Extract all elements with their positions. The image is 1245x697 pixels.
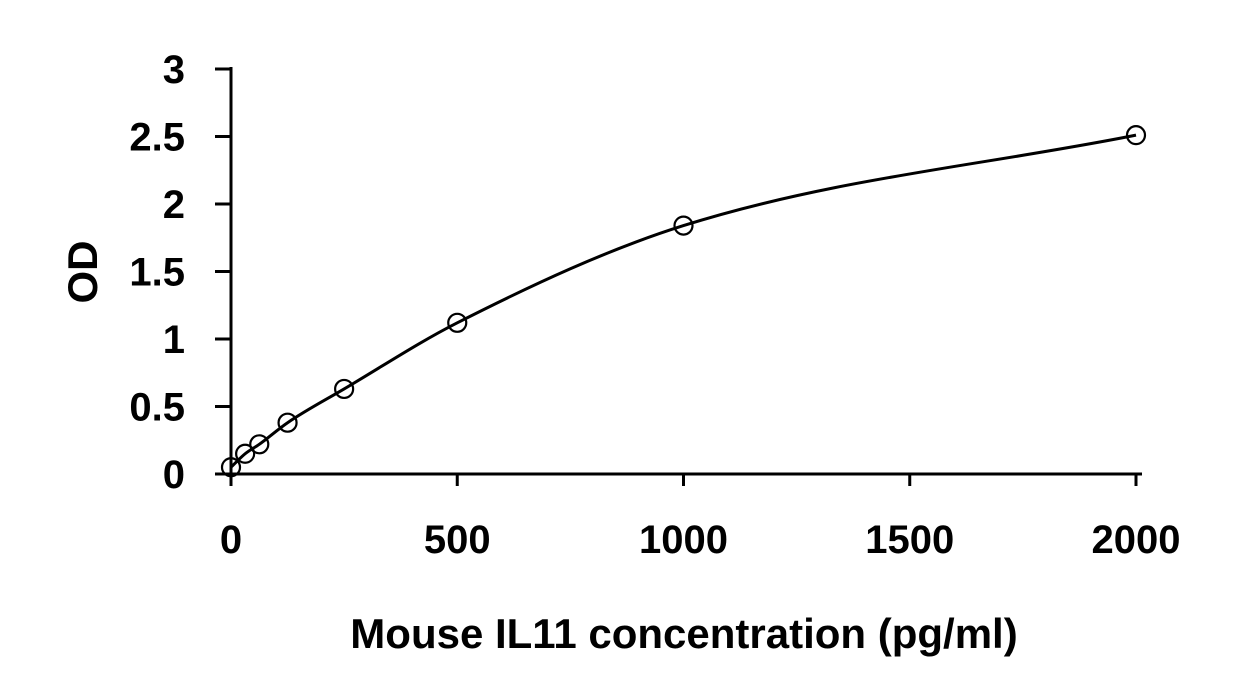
y-axis-title: OD bbox=[59, 241, 106, 304]
data-point bbox=[220, 457, 242, 478]
fit-curve bbox=[229, 133, 1137, 469]
fit-curve-layer bbox=[229, 133, 1137, 469]
axes bbox=[215, 67, 1142, 486]
y-tick-label: 2 bbox=[163, 183, 185, 227]
x-tick-label: 1000 bbox=[639, 518, 728, 562]
tick-labels-layer: 0 0.5 1 1.5 2 2.5 3 0 500 1000 1500 2000 bbox=[129, 48, 1180, 562]
y-tick-label: 1 bbox=[163, 318, 185, 362]
y-tick-label: 3 bbox=[163, 48, 185, 92]
data-points-layer bbox=[220, 125, 1147, 478]
x-tick-label: 500 bbox=[424, 518, 491, 562]
x-axis-title: Mouse IL11 concentration (pg/ml) bbox=[350, 610, 1017, 657]
data-point bbox=[1125, 125, 1147, 146]
data-point bbox=[277, 412, 298, 433]
data-point bbox=[235, 443, 256, 464]
x-tick-label: 1500 bbox=[865, 518, 954, 562]
x-tick-label: 0 bbox=[220, 518, 242, 562]
data-point bbox=[673, 215, 694, 236]
y-tick-label: 2.5 bbox=[129, 116, 185, 160]
x-tick-label: 2000 bbox=[1092, 518, 1181, 562]
data-point bbox=[447, 312, 468, 333]
y-tick-label: 1.5 bbox=[129, 251, 185, 295]
y-tick-label: 0 bbox=[163, 453, 185, 497]
y-tick-label: 0.5 bbox=[129, 386, 185, 430]
data-point bbox=[334, 378, 355, 400]
data-point bbox=[249, 434, 270, 455]
